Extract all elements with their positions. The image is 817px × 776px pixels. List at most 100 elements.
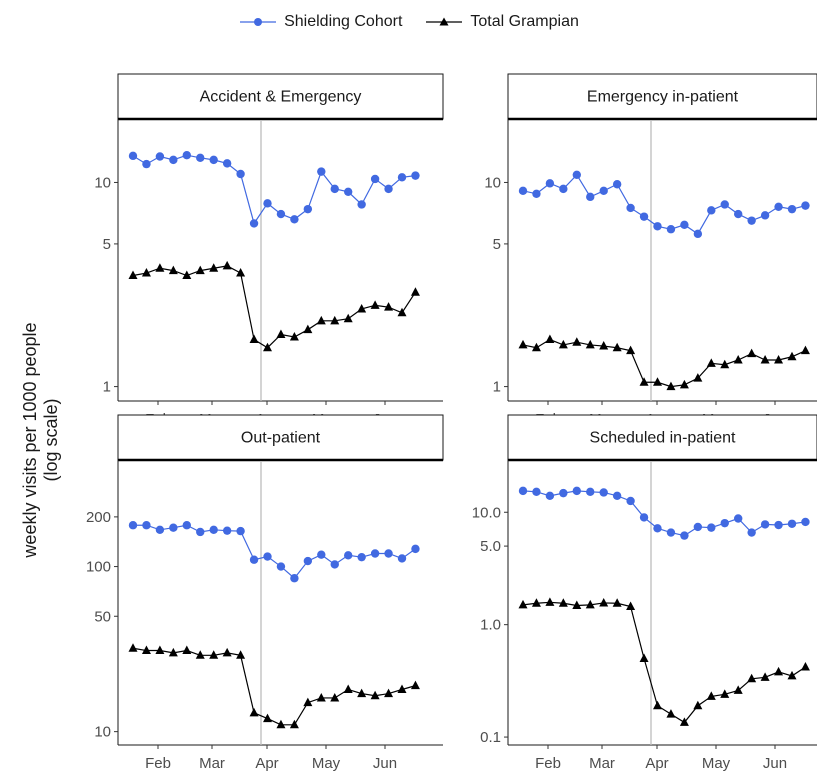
y-tick-label: 10.0 bbox=[472, 504, 501, 521]
data-point-total-grampian bbox=[182, 645, 192, 655]
data-point-shielding-cohort bbox=[653, 222, 662, 231]
data-point-total-grampian bbox=[276, 329, 286, 338]
data-point-total-grampian bbox=[518, 339, 528, 349]
y-tick-label: 0.1 bbox=[480, 729, 501, 746]
data-point-total-grampian bbox=[397, 307, 407, 317]
data-point-shielding-cohort bbox=[169, 523, 178, 532]
x-tick-label: May bbox=[312, 755, 341, 772]
data-point-shielding-cohort bbox=[263, 552, 272, 561]
data-point-total-grampian bbox=[693, 700, 703, 710]
data-point-total-grampian bbox=[128, 643, 138, 652]
data-point-shielding-cohort bbox=[357, 552, 366, 562]
data-point-shielding-cohort bbox=[707, 206, 716, 215]
data-point-shielding-cohort bbox=[787, 519, 797, 528]
data-point-total-grampian bbox=[679, 379, 689, 389]
data-point-total-grampian bbox=[572, 337, 582, 346]
data-point-shielding-cohort bbox=[303, 204, 313, 214]
data-point-total-grampian bbox=[263, 342, 272, 352]
data-point-total-grampian bbox=[626, 601, 636, 611]
data-point-shielding-cohort bbox=[599, 488, 608, 497]
data-point-shielding-cohort bbox=[276, 562, 286, 571]
x-tick-label: Feb bbox=[535, 755, 561, 772]
data-point-total-grampian bbox=[263, 713, 272, 723]
data-point-shielding-cohort bbox=[128, 151, 138, 161]
y-axis-title-line-2: (log scale) bbox=[41, 398, 61, 481]
data-point-shielding-cohort bbox=[128, 521, 138, 530]
series-line-shielding-cohort-emergency-in-patient bbox=[522, 173, 806, 235]
legend: Shielding Cohort Total Grampian bbox=[0, 10, 817, 34]
data-point-total-grampian bbox=[760, 672, 770, 681]
data-point-shielding-cohort bbox=[599, 186, 608, 196]
data-point-shielding-cohort bbox=[518, 486, 528, 496]
data-point-total-grampian bbox=[289, 331, 299, 341]
data-point-total-grampian bbox=[787, 351, 797, 361]
data-point-total-grampian bbox=[357, 688, 367, 698]
series-line-shielding-cohort-scheduled-in-patient bbox=[522, 490, 806, 537]
data-point-total-grampian bbox=[141, 645, 151, 655]
data-point-shielding-cohort bbox=[612, 491, 622, 501]
data-point-shielding-cohort bbox=[787, 204, 797, 214]
strip-label-scheduled-in-patient: Scheduled in-patient bbox=[590, 430, 736, 447]
data-point-shielding-cohort bbox=[222, 159, 232, 168]
data-point-shielding-cohort bbox=[572, 486, 581, 496]
data-point-total-grampian bbox=[303, 324, 313, 334]
data-point-shielding-cohort bbox=[532, 487, 541, 497]
y-tick-label: 10 bbox=[94, 724, 111, 741]
data-point-shielding-cohort bbox=[397, 554, 407, 563]
data-point-total-grampian bbox=[666, 709, 676, 718]
data-point-total-grampian bbox=[585, 339, 595, 349]
data-point-shielding-cohort bbox=[209, 155, 218, 165]
data-point-total-grampian bbox=[612, 598, 622, 607]
strip-accident-emergency bbox=[117, 73, 444, 120]
data-point-shielding-cohort bbox=[532, 189, 541, 198]
data-point-total-grampian bbox=[209, 263, 219, 272]
data-point-total-grampian bbox=[706, 691, 716, 700]
data-point-total-grampian bbox=[370, 300, 380, 309]
series-line-total-grampian-scheduled-in-patient bbox=[522, 601, 806, 724]
data-point-shielding-cohort bbox=[142, 159, 151, 169]
data-point-shielding-cohort bbox=[330, 560, 339, 569]
data-point-shielding-cohort bbox=[357, 200, 366, 209]
strip-out-patient bbox=[117, 414, 444, 461]
data-point-shielding-cohort bbox=[370, 549, 380, 558]
data-point-shielding-cohort bbox=[290, 574, 299, 583]
y-tick-label: 10 bbox=[94, 174, 111, 191]
data-point-total-grampian bbox=[626, 345, 636, 355]
data-point-shielding-cohort bbox=[169, 155, 178, 165]
x-tick-label: Mar bbox=[589, 755, 615, 772]
data-point-total-grampian bbox=[384, 302, 394, 311]
data-point-shielding-cohort bbox=[411, 171, 420, 180]
data-point-total-grampian bbox=[410, 680, 420, 690]
data-point-shielding-cohort bbox=[182, 521, 191, 530]
data-point-shielding-cohort bbox=[196, 527, 205, 537]
data-point-total-grampian bbox=[384, 688, 394, 698]
data-point-total-grampian bbox=[787, 670, 797, 680]
strip-label-emergency-in-patient: Emergency in-patient bbox=[587, 89, 739, 106]
data-point-shielding-cohort bbox=[572, 170, 581, 180]
data-point-shielding-cohort bbox=[155, 152, 165, 161]
data-point-shielding-cohort bbox=[317, 167, 326, 176]
data-point-total-grampian bbox=[343, 684, 353, 694]
data-point-total-grampian bbox=[195, 650, 205, 659]
data-point-shielding-cohort bbox=[639, 513, 649, 522]
panel-emergency-in-patient: Emergency in-patient1510FebMarAprMayJun bbox=[484, 73, 817, 428]
data-point-shielding-cohort bbox=[720, 200, 729, 209]
legend-item-total: Total Grampian bbox=[424, 13, 579, 31]
legend-key-shielding bbox=[240, 18, 277, 26]
data-point-shielding-cohort bbox=[344, 187, 353, 196]
data-point-shielding-cohort bbox=[693, 229, 703, 239]
strip-label-out-patient: Out-patient bbox=[241, 430, 321, 447]
data-point-shielding-cohort bbox=[586, 192, 595, 202]
data-point-total-grampian bbox=[585, 599, 595, 609]
y-tick-label: 5 bbox=[103, 236, 111, 253]
data-point-shielding-cohort bbox=[545, 491, 555, 501]
data-point-total-grampian bbox=[666, 381, 676, 391]
data-point-shielding-cohort bbox=[760, 211, 770, 220]
series-line-shielding-cohort-out-patient bbox=[133, 524, 416, 580]
legend-item-shielding: Shielding Cohort bbox=[238, 13, 402, 31]
data-point-shielding-cohort bbox=[626, 203, 635, 213]
data-point-total-grampian bbox=[531, 342, 541, 352]
legend-label-shielding: Shielding Cohort bbox=[284, 13, 403, 30]
x-tick-label: Jun bbox=[763, 755, 787, 772]
